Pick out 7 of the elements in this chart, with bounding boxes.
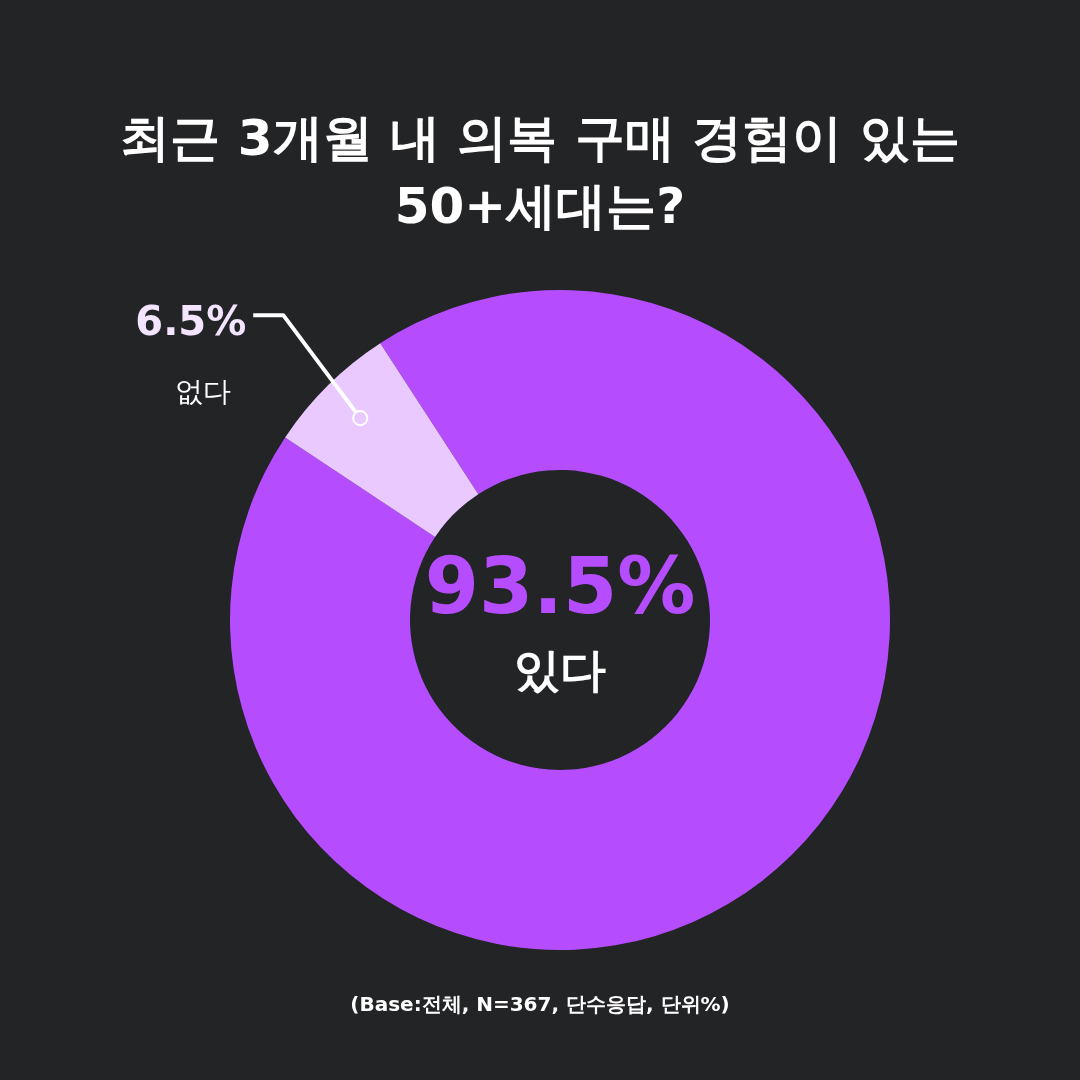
donut-slice (285, 343, 479, 537)
data-label: 6.5% (135, 298, 247, 345)
data-label: 93.5% (424, 541, 696, 631)
slice-label: 있다 (514, 643, 606, 697)
slice-label: 없다 (175, 375, 232, 409)
text: (Base:전체, N=367, 단수응답, 단위%) (350, 992, 730, 1016)
chart-title: 최근 3개월 내 의복 구매 경험이 있는 50+세대는? (120, 109, 960, 235)
